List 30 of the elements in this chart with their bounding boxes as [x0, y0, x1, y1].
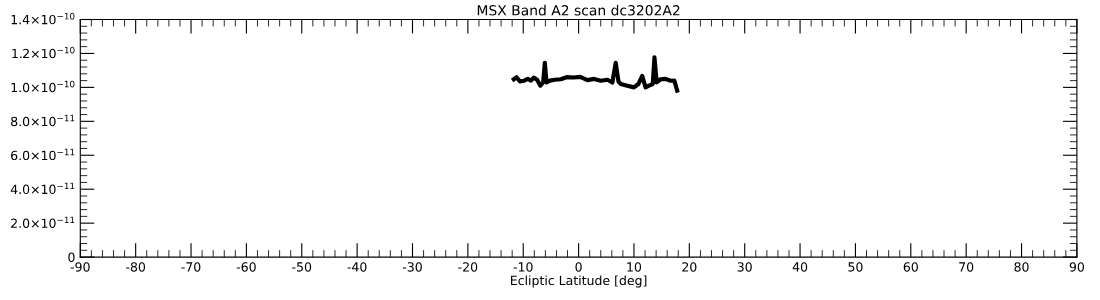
x-tick-label: -70: [181, 262, 201, 272]
y-tick-label: 6.0×10$^{−11}$: [11, 148, 75, 161]
x-tick-label: 0: [575, 262, 582, 272]
y-tick-label: 4.0×10$^{−11}$: [10, 182, 75, 195]
y-tick-label: 1.4×10$^{−10}$: [11, 12, 75, 25]
x-tick-label: -90: [70, 262, 90, 272]
chart-title: MSX Band A2 scan dc3202A2: [477, 4, 680, 16]
x-tick-label: -10: [513, 262, 533, 272]
y-tick-label: 1.2×10$^{−10}$: [12, 46, 75, 59]
x-tick-label: 10: [627, 262, 642, 272]
x-tick-label: 40: [792, 262, 808, 272]
x-axis-title: Ecliptic Latitude [deg]: [511, 275, 647, 288]
y-tick-label: 1.0×10$^{−10}$: [11, 80, 75, 93]
x-tick-label: 30: [737, 262, 752, 272]
x-tick-label: 70: [959, 262, 974, 272]
x-tick-label: -40: [347, 262, 367, 272]
line-series: [511, 55, 680, 93]
x-tick-label: -30: [402, 262, 422, 272]
x-tick-label: 60: [903, 262, 918, 272]
x-tick-label: 80: [1014, 262, 1029, 272]
x-tick-label: -80: [126, 262, 146, 272]
x-tick-label: -50: [292, 262, 312, 272]
x-tick-label: 20: [682, 262, 697, 272]
y-tick-label: 2.0×10$^{−11}$: [11, 216, 75, 228]
y-tick-label: 0: [68, 252, 75, 263]
x-tick-label: 50: [848, 262, 863, 272]
x-tick-label: -20: [458, 262, 478, 272]
y-tick-label: 8.0×10$^{−11}$: [11, 114, 75, 127]
x-tick-label: -60: [236, 262, 256, 272]
x-tick-label: 90: [1069, 262, 1085, 272]
